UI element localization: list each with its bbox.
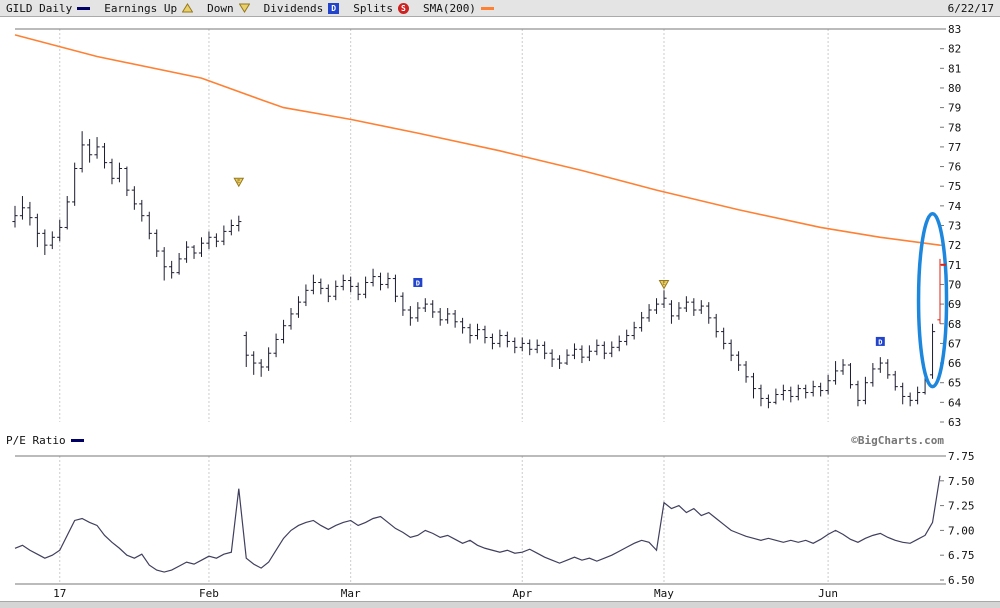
pe-line [14, 475, 941, 573]
earnings-marker-glyph: E [237, 179, 240, 185]
y-tick-label: 73 [948, 220, 961, 233]
y-tick-label: 72 [948, 239, 961, 252]
y-tick-label: 74 [948, 200, 962, 213]
y-tick-label: 64 [948, 396, 962, 409]
earnings-up-icon [182, 3, 194, 13]
split-icon: S [397, 2, 409, 14]
symbol-interval: GILD Daily [6, 1, 91, 15]
pe-chart-svg: 7.75 7.50 7.25 7.00 6.75 6.50 [14, 450, 975, 587]
pe-line-icon [70, 438, 84, 442]
y-tick-label: 81 [948, 62, 961, 75]
y-tick-label: 7.50 [948, 475, 975, 488]
pe-title: P/E Ratio [6, 433, 66, 447]
dividend-marker-glyph: D [878, 338, 882, 346]
dividend-icon: D [328, 2, 340, 14]
bigcharts-watermark: ©BigCharts.com [851, 433, 944, 447]
y-tick-label: 69 [948, 298, 961, 311]
legend-dividends: Dividends D [264, 2, 340, 15]
y-tick-label: 7.25 [948, 500, 975, 513]
y-tick-label: 78 [948, 121, 961, 134]
y-tick-label: 82 [948, 43, 961, 56]
earnings-marker-glyph: E [662, 281, 665, 287]
sma200-line [14, 34, 941, 246]
y-tick-label: 70 [948, 278, 961, 291]
y-tick-label: 6.50 [948, 574, 975, 587]
pe-panel: 7.75 7.50 7.25 7.00 6.75 6.50 [0, 450, 1000, 587]
legend-label: Dividends [263, 1, 324, 15]
month-label: 17 [53, 587, 67, 600]
month-label: Jun [818, 587, 839, 600]
y-tick-label: 77 [948, 141, 961, 154]
legend-splits: Splits S [353, 2, 409, 15]
dividend-marker [875, 336, 885, 346]
legend-label: Splits [353, 1, 393, 15]
month-label: Mar [340, 587, 361, 600]
y-tick-label: 6.75 [948, 549, 975, 562]
month-label: Apr [512, 587, 533, 600]
y-tick-label: 71 [948, 259, 961, 272]
sma-line-icon [480, 6, 494, 10]
legend-earnings-up: Earnings Up [104, 1, 194, 15]
chart-legend-bar: GILD Daily Earnings Up Down Dividends D … [0, 0, 1000, 17]
y-tick-label: 7.75 [948, 450, 975, 463]
earnings-marker [233, 177, 245, 188]
month-label: Feb [199, 587, 219, 600]
highlight-ellipse [916, 211, 949, 389]
chart-date: 6/22/17 [947, 1, 994, 15]
legend-label: SMA(200) [422, 1, 476, 15]
earnings-marker [658, 279, 670, 290]
y-tick-label: 75 [948, 180, 961, 193]
price-line-icon [77, 6, 91, 10]
dividend-marker [413, 277, 423, 287]
dividend-marker-glyph: D [416, 279, 420, 287]
legend-earnings-down: Down [207, 2, 250, 15]
y-tick-label: 76 [948, 161, 961, 174]
symbol-label: GILD Daily [6, 1, 73, 15]
price-chart-svg: 83 82 81 80 79 78 77 76 75 74 73 72 71 70 69 68 67 66 65 64… [12, 23, 962, 429]
y-tick-label: 83 [948, 23, 961, 36]
y-tick-label: 67 [948, 337, 961, 350]
y-tick-label: 7.00 [948, 524, 975, 537]
y-tick-label: 65 [948, 377, 961, 390]
legend-label: Down [207, 1, 234, 15]
footer-strip [0, 601, 1000, 608]
month-label: May [654, 587, 674, 600]
price-panel: 83 82 81 80 79 78 77 76 75 74 73 72 71 70 69 68 67 66 65 64… [0, 17, 1000, 430]
legend-sma: SMA(200) [423, 2, 494, 15]
y-tick-label: 63 [948, 416, 961, 429]
x-axis-labels: 17 Feb Mar Apr May Jun [0, 587, 1000, 601]
y-tick-label: 79 [948, 102, 961, 115]
y-tick-label: 68 [948, 318, 961, 331]
y-tick-label: 80 [948, 82, 961, 95]
earnings-down-icon [238, 3, 250, 13]
legend-label: Earnings Up [104, 1, 178, 15]
pe-label-row: P/E Ratio ©BigCharts.com [0, 430, 1000, 450]
y-tick-label: 66 [948, 357, 961, 370]
